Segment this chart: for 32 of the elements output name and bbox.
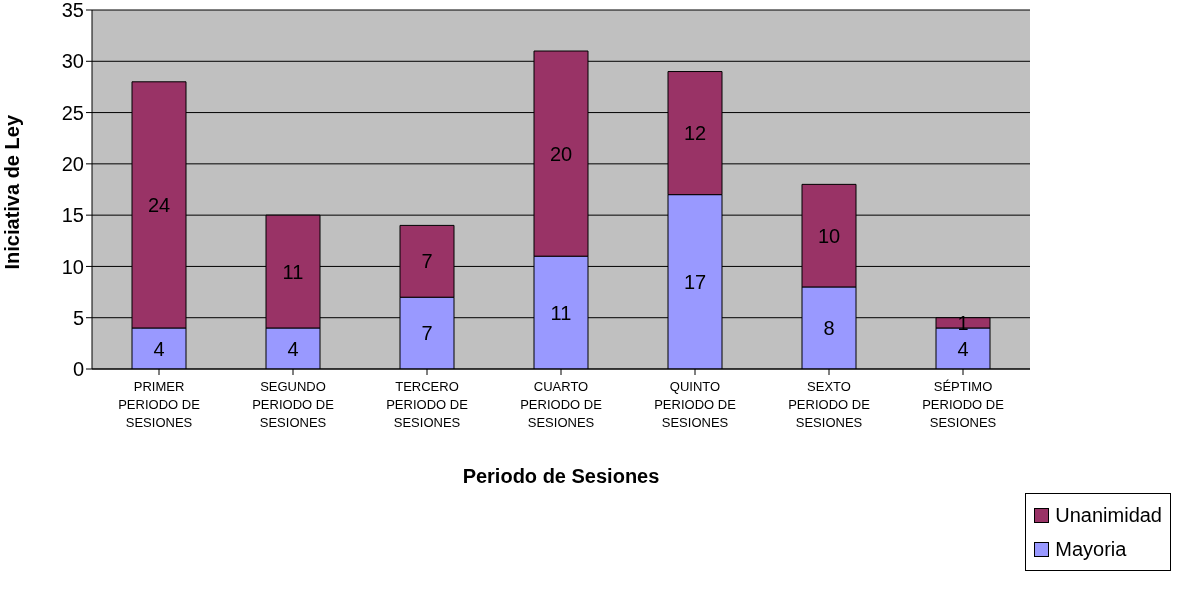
y-tick-label: 10 [61, 255, 84, 278]
data-label: 17 [683, 270, 707, 293]
y-tick-label: 5 [72, 306, 84, 329]
data-label: 7 [421, 250, 433, 273]
data-label: 11 [282, 260, 304, 283]
y-axis-title: Iniciativa de Ley [1, 114, 24, 270]
y-tick-label: 35 [61, 0, 84, 22]
x-tick-label: SEXTO PERIODO DE SESIONES [788, 379, 871, 430]
x-tick-label: SEGUNDO PERIODO DE SESIONES [252, 379, 335, 430]
data-label: 12 [683, 122, 707, 145]
y-tick-label: 0 [72, 358, 84, 381]
legend-label: Mayoria [1055, 537, 1127, 561]
y-tick-label: 30 [61, 50, 84, 73]
x-tick-label: SÉPTIMO PERIODO DE SESIONES [922, 379, 1005, 430]
data-label: 10 [817, 224, 841, 247]
data-label: 8 [823, 317, 835, 340]
x-tick-label: CUARTO PERIODO DE SESIONES [520, 379, 603, 430]
data-label: 11 [550, 301, 572, 324]
data-label: 4 [957, 337, 969, 360]
data-label: 7 [421, 322, 433, 345]
data-label: 24 [147, 193, 171, 216]
x-axis-title: Periodo de Sesiones [462, 465, 660, 487]
y-tick-label: 20 [61, 152, 84, 175]
x-tick-label: PRIMER PERIODO DE SESIONES [118, 379, 201, 430]
y-tick-label: 25 [61, 101, 84, 124]
legend-label: Unanimidad [1055, 503, 1162, 527]
y-tick-label: 15 [61, 204, 84, 227]
x-tick-label: QUINTO PERIODO DE SESIONES [654, 379, 737, 430]
data-label: 4 [287, 337, 299, 360]
data-label: 4 [153, 337, 165, 360]
x-tick-label: TERCERO PERIODO DE SESIONES [386, 379, 469, 430]
data-label: 20 [549, 142, 573, 165]
